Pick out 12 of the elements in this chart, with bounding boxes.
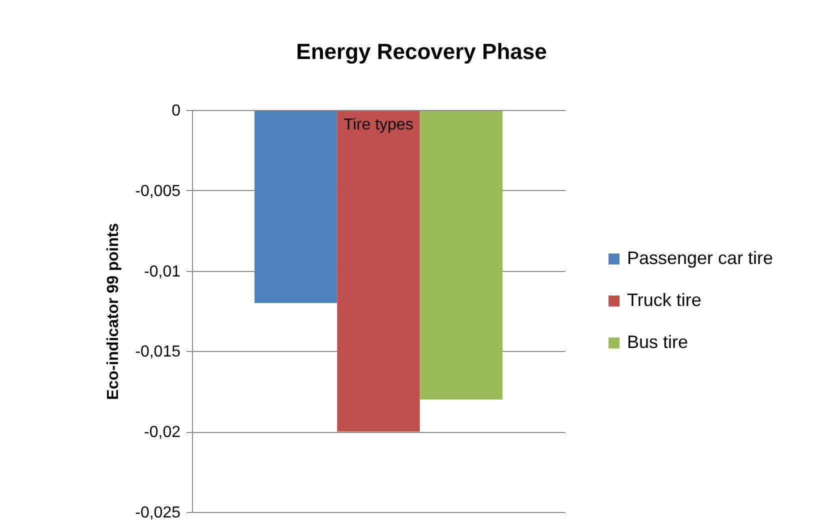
x-tick-label: Tire types <box>344 116 414 134</box>
legend-label: Passenger car tire <box>627 248 774 268</box>
y-tick-label: -0,025 <box>135 504 181 522</box>
y-tick-label: -0,02 <box>144 424 181 442</box>
legend-label: Bus tire <box>627 332 688 352</box>
y-tick-label: 0 <box>172 102 181 120</box>
legend-label: Truck tire <box>627 290 702 310</box>
y-tick-label: -0,005 <box>135 182 181 200</box>
y-axis-title: Eco-indicator 99 points <box>105 222 122 400</box>
y-tick-label: -0,01 <box>144 263 181 280</box>
chart-title: Energy Recovery Phase <box>296 39 547 64</box>
y-tick-label: -0,015 <box>135 344 181 361</box>
